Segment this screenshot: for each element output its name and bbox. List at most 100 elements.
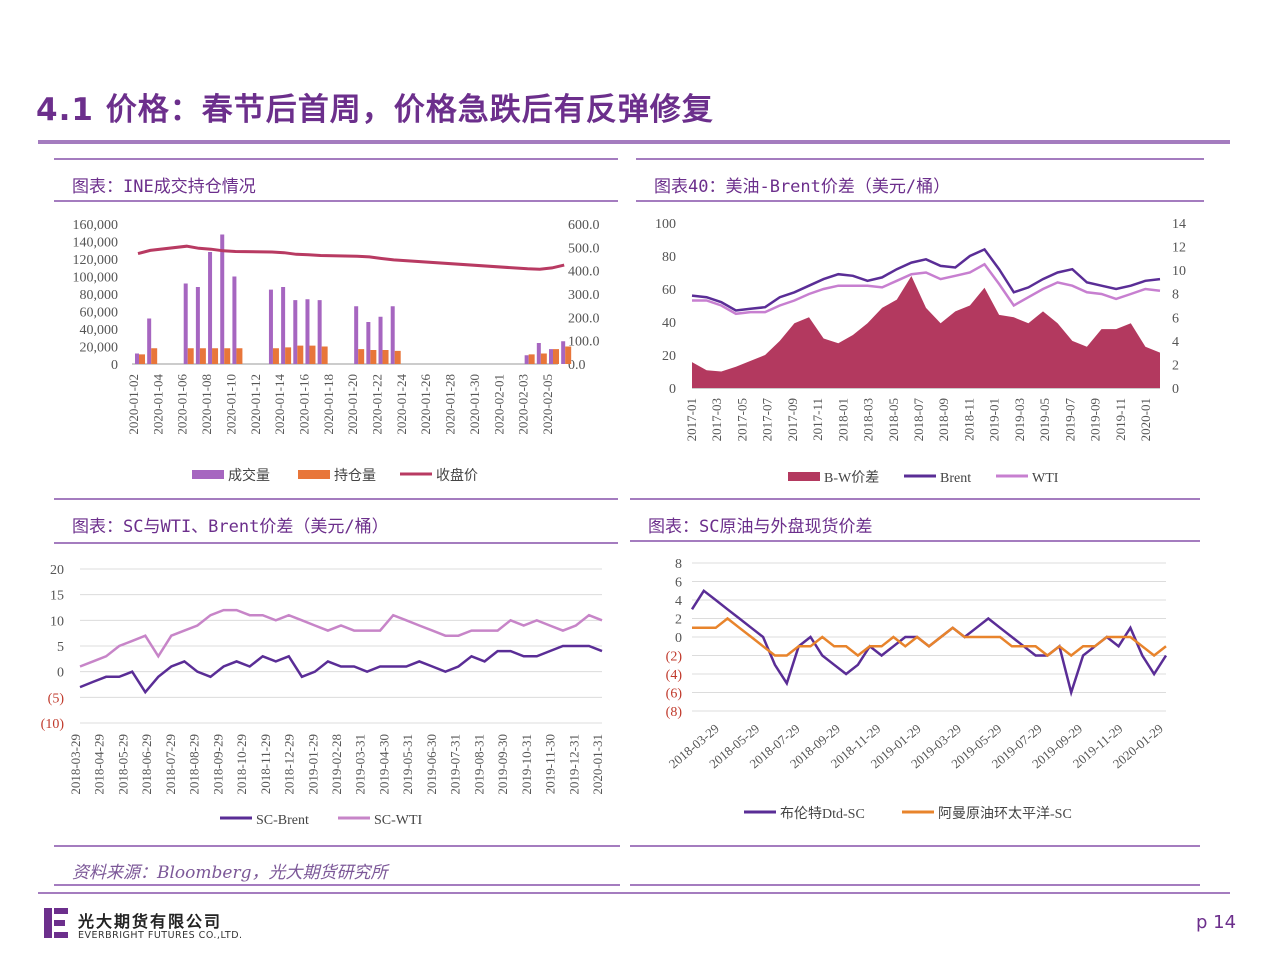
x-tick: 2019-07 xyxy=(1062,398,1077,442)
x-tick: 2020-01-31 xyxy=(590,734,605,795)
x-tick: 2017-11 xyxy=(810,398,825,441)
x-tick: 2018-03 xyxy=(861,398,876,441)
bar-volume xyxy=(354,306,359,364)
legend-label: 阿曼原油环太平洋-SC xyxy=(938,806,1072,822)
x-tick: 2020-02-01 xyxy=(491,374,506,435)
bar-volume xyxy=(293,300,298,364)
y-tick: 2 xyxy=(675,613,682,628)
x-tick: 2017-03 xyxy=(709,398,724,441)
legend-swatch xyxy=(788,472,820,481)
bar-open-interest xyxy=(394,350,401,364)
bar-volume xyxy=(232,276,237,364)
bar-open-interest xyxy=(358,349,365,364)
bar-open-interest xyxy=(321,346,328,364)
y-tick: 10 xyxy=(50,614,64,629)
y-tick: 8 xyxy=(675,557,682,572)
legend-label: SC-Brent xyxy=(256,813,309,828)
panel-rule xyxy=(54,158,618,160)
page-title: 4.1 价格：春节后首周，价格急跌后有反弹修复 xyxy=(36,92,714,128)
x-tick: 2018-05-29 xyxy=(115,734,130,795)
bar-volume xyxy=(536,343,541,364)
panel-rule xyxy=(54,845,620,847)
bar-open-interest xyxy=(370,350,377,364)
y-tick-left: 100 xyxy=(655,217,676,232)
x-tick: 2019-10-31 xyxy=(519,734,534,795)
x-tick: 2020-01-14 xyxy=(272,374,287,435)
y-tick-left: 60,000 xyxy=(80,306,119,321)
y-tick-left: 120,000 xyxy=(73,253,119,268)
x-tick: 2019-02-28 xyxy=(329,734,344,795)
y-tick-left: 80,000 xyxy=(80,288,119,303)
legend-label: SC-WTI xyxy=(374,813,423,828)
x-tick: 2019-07-31 xyxy=(448,734,463,795)
line-sc-brent xyxy=(79,644,603,695)
x-tick: 2020-01-22 xyxy=(370,374,385,435)
x-tick: 2019-06-30 xyxy=(424,734,439,795)
x-tick: 2017-07 xyxy=(760,398,775,442)
legend-label: 收盘价 xyxy=(436,467,478,484)
x-tick: 2020-01-04 xyxy=(150,374,165,435)
y-tick: (10) xyxy=(41,717,65,732)
y-tick: (2) xyxy=(666,650,683,665)
legend-label: WTI xyxy=(1032,471,1059,486)
y-tick-left: 20 xyxy=(662,349,676,364)
area-bw-spread xyxy=(692,276,1160,388)
bar-open-interest xyxy=(565,346,572,364)
legend-label: 成交量 xyxy=(228,467,270,484)
y-tick-left: 60 xyxy=(662,283,676,298)
y-tick-right: 0 xyxy=(1172,382,1179,397)
bar-volume xyxy=(549,349,553,364)
bar-volume xyxy=(524,355,529,364)
y-tick-right: 500.0 xyxy=(568,241,600,256)
y-tick-left: 0 xyxy=(669,382,676,397)
y-tick-right: 10 xyxy=(1172,264,1186,279)
chart-ine-volume: 0 20,000 40,000 60,000 80,000 100,000 120,000 1… xyxy=(73,218,600,484)
x-tick: 2020-01 xyxy=(1138,398,1153,441)
y-tick: 5 xyxy=(57,640,64,655)
bar-open-interest xyxy=(540,353,547,364)
chart-title-ine: 图表：INE成交持仓情况 xyxy=(72,177,256,197)
x-tick: 2020-02-03 xyxy=(516,374,531,435)
bar-volume xyxy=(561,341,566,364)
x-tick: 2019-01-29 xyxy=(305,734,320,795)
panel-rule xyxy=(54,200,618,202)
panel-rule xyxy=(54,498,618,500)
bar-open-interest xyxy=(199,348,206,364)
y-tick-right: 14 xyxy=(1172,217,1186,232)
y-tick-right: 4 xyxy=(1172,335,1179,350)
source-note: 资料来源：Bloomberg，光大期货研究所 xyxy=(72,863,388,883)
bar-open-interest xyxy=(236,348,243,364)
x-tick: 2018-09 xyxy=(936,398,951,441)
y-tick-left: 160,000 xyxy=(73,218,119,233)
x-tick: 2020-02-05 xyxy=(540,374,555,435)
bar-open-interest xyxy=(272,348,279,364)
x-tick: 2018-06-29 xyxy=(139,734,154,795)
x-tick: 2017-01 xyxy=(684,398,699,441)
panel-rule xyxy=(54,542,618,544)
y-tick-left: 20,000 xyxy=(80,341,119,356)
bar-volume xyxy=(378,316,383,364)
bar-open-interest xyxy=(382,350,389,364)
y-tick-right: 300.0 xyxy=(568,288,600,303)
x-tick: 2018-04-29 xyxy=(92,734,107,795)
x-tick: 2020-01-16 xyxy=(296,374,311,435)
chart-title-sc-spread: 图表：SC与WTI、Brent价差（美元/桶） xyxy=(72,517,389,537)
x-tick: 2019-01 xyxy=(987,398,1002,441)
y-tick-right: 600.0 xyxy=(568,218,600,233)
page-number: p 14 xyxy=(1196,912,1237,933)
y-tick: (4) xyxy=(666,668,683,683)
y-tick-left: 100,000 xyxy=(73,271,119,286)
title-rule xyxy=(38,140,1230,144)
x-tick: 2020-01-28 xyxy=(443,374,458,435)
x-tick: 2020-01-26 xyxy=(418,374,433,435)
panel-rule xyxy=(636,200,1204,202)
x-tick: 2018-10-29 xyxy=(234,734,249,795)
x-tick: 2019-11 xyxy=(1113,398,1128,441)
bar-open-interest xyxy=(187,348,194,364)
panel-rule xyxy=(630,498,1200,500)
x-tick: 2018-09-29 xyxy=(210,734,225,795)
x-tick: 2020-01-06 xyxy=(175,374,190,435)
panel-rule xyxy=(630,884,1200,886)
panel-rule xyxy=(630,540,1200,542)
x-tick: 2019-09-30 xyxy=(495,734,510,795)
